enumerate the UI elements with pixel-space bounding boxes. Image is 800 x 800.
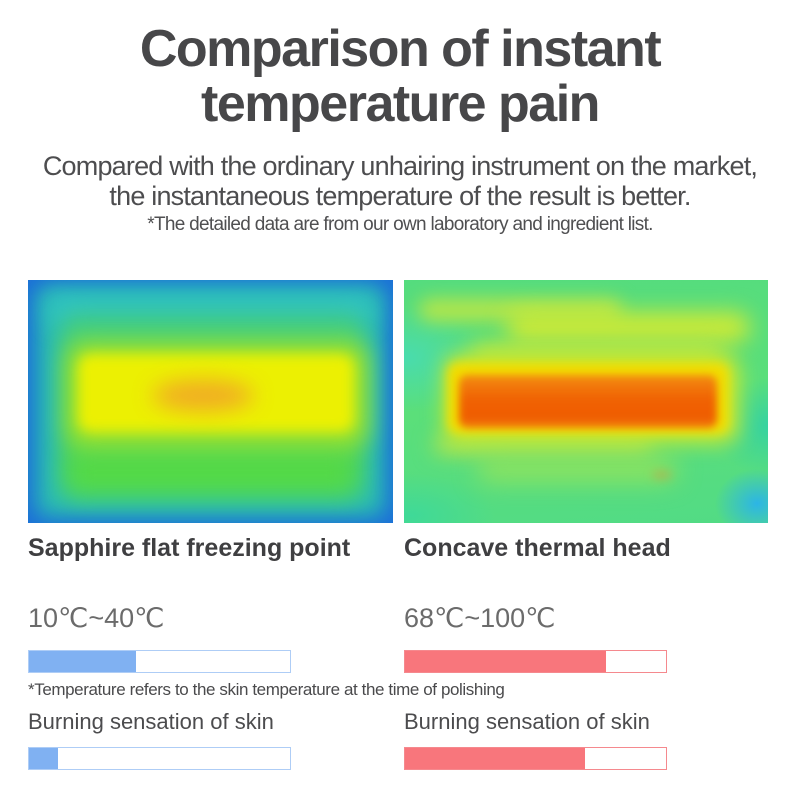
thermal-image-concave-head (404, 280, 768, 523)
title-line-1: Comparison of instant (139, 20, 662, 78)
burn-bar-fill-sapphire (29, 748, 58, 769)
temp-bar-sapphire (28, 650, 291, 673)
burn-label-sapphire: Burning sensation of skin (28, 709, 274, 734)
heatmap-layer-streak-5 (476, 457, 677, 482)
column-label-concave: Concave thermal head (404, 534, 671, 562)
burn-label-concave: Burning sensation of skin (404, 709, 650, 734)
subtitle-line-2: the instantaneous temperature of the res… (109, 181, 691, 211)
burn-bar-sapphire (28, 747, 291, 770)
column-label-sapphire: Sapphire flat freezing point (28, 534, 351, 562)
column-concave-head: Concave thermal head 68℃~100℃ Burning se… (404, 0, 770, 800)
temp-bar-fill-sapphire (29, 651, 136, 672)
heatmap-layer-streak-2 (505, 311, 750, 344)
temp-range-sapphire: 10℃~40℃ (28, 603, 165, 633)
heatmap-layer-green-band (68, 454, 353, 492)
header-footnote: *The detailed data are from our own labo… (147, 214, 653, 235)
thermal-image-sapphire-flat (28, 280, 393, 523)
heatmap-layer-hot-core (458, 374, 718, 429)
subtitle-line-1: Compared with the ordinary unhairing ins… (42, 151, 758, 181)
subtitle: Compared with the ordinary unhairing ins… (0, 151, 800, 211)
burn-bar-concave (404, 747, 667, 770)
burn-bar-fill-concave (405, 748, 586, 769)
temp-range-concave: 68℃~100℃ (404, 603, 556, 633)
column-sapphire-flat: Sapphire flat freezing point 10℃~40℃ Bur… (28, 0, 394, 800)
temp-bar-fill-concave (405, 651, 606, 672)
heatmap-layer-warm-spot (152, 379, 255, 412)
temp-bar-concave (404, 650, 667, 673)
title-line-2: temperature pain (201, 75, 600, 133)
temperature-note: *Temperature refers to the skin temperat… (28, 680, 505, 699)
heatmap-layer-hot-speck (651, 471, 672, 478)
page-title: Comparison of instant temperature pain (0, 22, 800, 132)
